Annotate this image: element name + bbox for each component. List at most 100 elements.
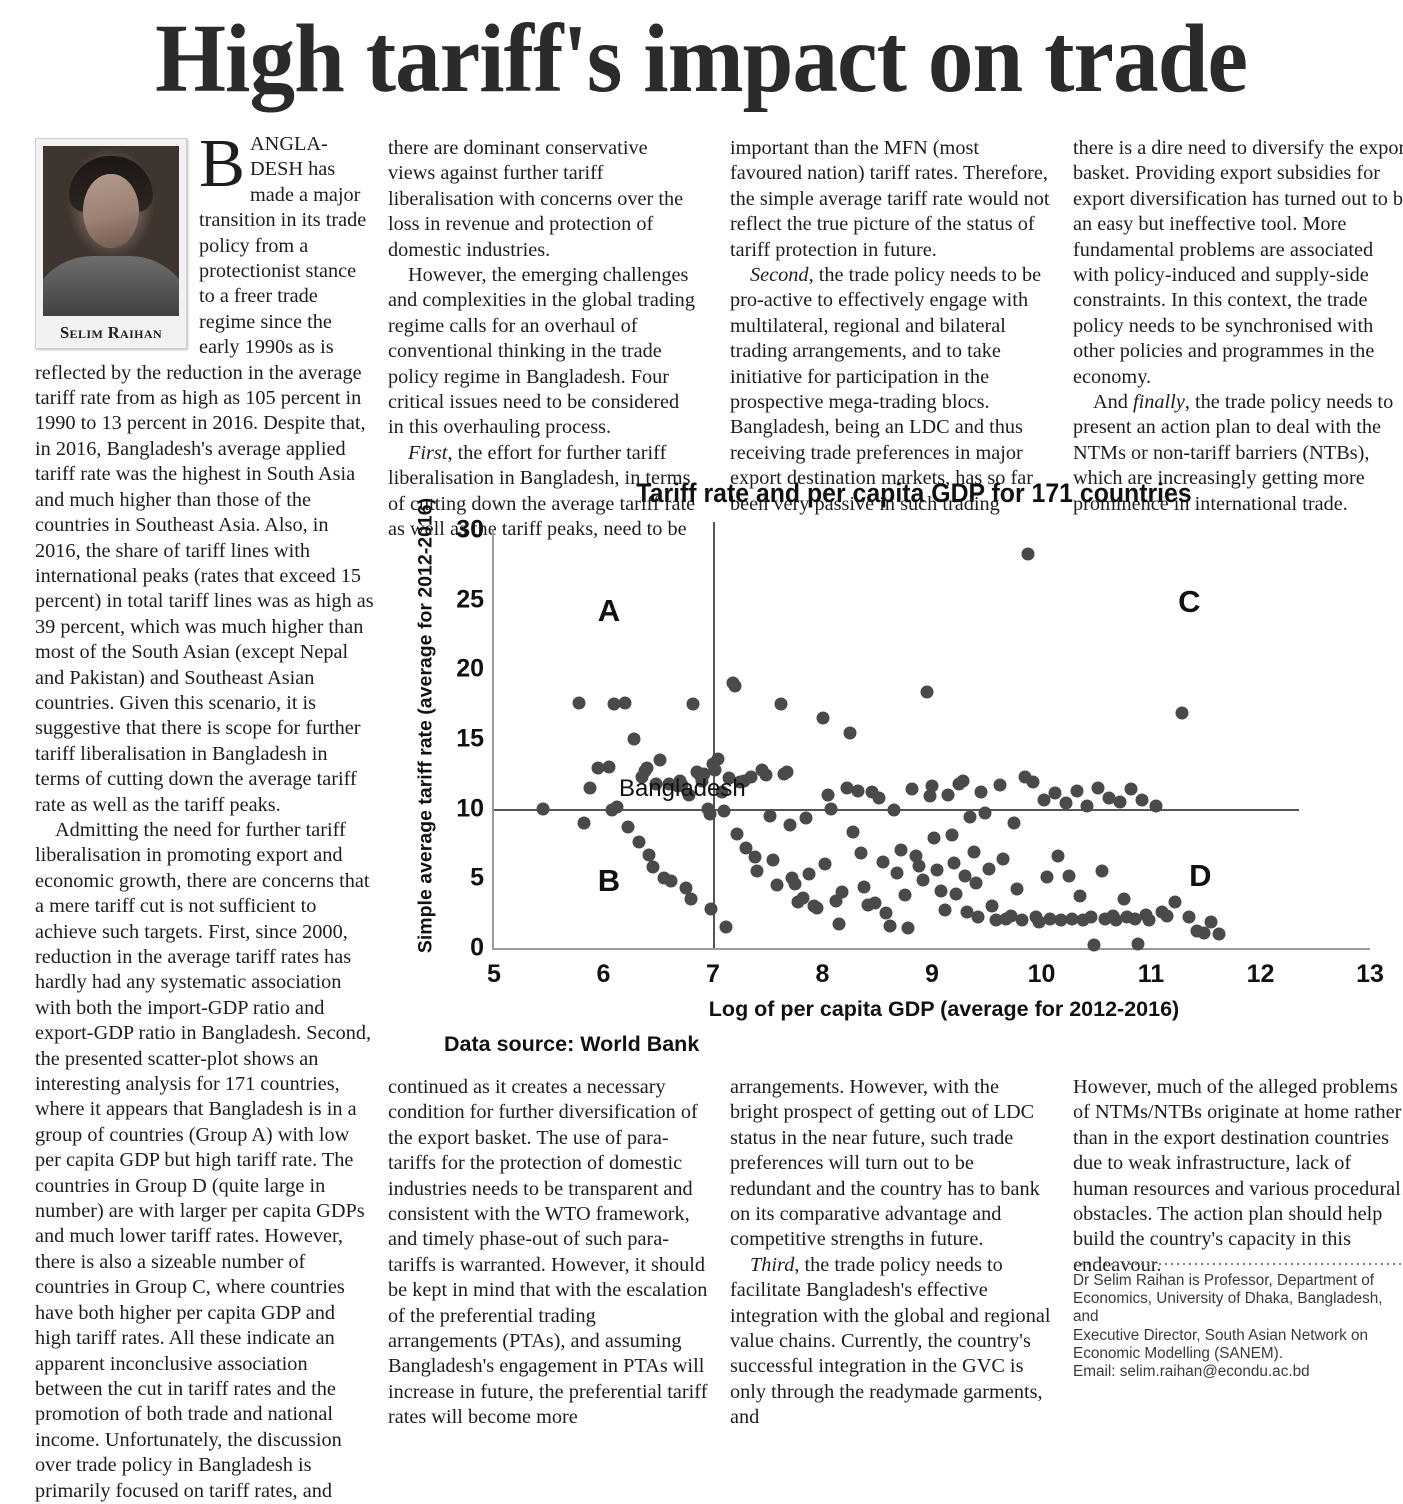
chart-data-point — [854, 846, 868, 860]
chart-data-point — [1135, 793, 1149, 807]
chart-data-point — [1117, 892, 1131, 906]
chart-data-point — [985, 899, 999, 913]
chart-data-point — [572, 696, 586, 710]
chart-data-point — [607, 697, 621, 711]
chart-data-point — [1204, 915, 1218, 929]
chart-data-point — [890, 866, 904, 880]
chart-plot-area: 0 5 10 15 20 25 30 5 6 7 8 9 10 11 12 13 A B C D Bangladesh — [456, 516, 1384, 989]
chart-quadrant-label-d: D — [1189, 857, 1212, 893]
bcol3-paragraph-2: Third, the trade policy needs to facilit… — [730, 1253, 1052, 1431]
chart-data-point — [898, 888, 912, 902]
chart-data-point — [949, 887, 963, 901]
chart-data-point — [1070, 784, 1084, 798]
chart-data-point — [788, 877, 802, 891]
chart-data-point — [1054, 913, 1068, 927]
col1-paragraph-2: Admitting the need for further tariff li… — [35, 818, 372, 1502]
chart-data-point — [684, 892, 698, 906]
chart-data-point — [708, 763, 722, 777]
chart-x-axis-label: Log of per capita GDP (average for 2012-… — [708, 997, 1180, 1021]
chart-data-point — [799, 811, 813, 825]
chart-data-point — [728, 679, 742, 693]
chart-data-point — [930, 863, 944, 877]
chart-x-tick: 8 — [815, 960, 830, 988]
chart-data-point — [872, 791, 886, 805]
chart-data-point — [978, 806, 992, 820]
article-bottom-column-3: arrangements. However, with the bright p… — [730, 1075, 1052, 1431]
chart-data-point — [618, 696, 632, 710]
chart-data-point — [1182, 910, 1196, 924]
bio-line-3: Executive Director, South Asian Network … — [1073, 1326, 1369, 1344]
chart-data-point — [934, 884, 948, 898]
article-headline: High tariff's impact on trade — [0, 0, 1403, 118]
author-bio: Dr Selim Raihan is Professor, Department… — [1073, 1272, 1403, 1381]
avatar-shirt — [97, 276, 125, 316]
chart-data-point — [1026, 775, 1040, 789]
chart-data-point — [766, 853, 780, 867]
col4-para2-emphasis: finally — [1133, 391, 1185, 414]
chart-y-tick: 25 — [456, 585, 484, 614]
bio-line-4: Economic Modelling (SANEM). — [1073, 1344, 1283, 1362]
chart-data-point — [835, 885, 849, 899]
chart-data-point — [646, 860, 660, 874]
chart-y-tick: 10 — [456, 794, 484, 823]
chart-data-point — [744, 770, 758, 784]
chart-data-point — [679, 881, 693, 895]
chart-data-point — [1142, 913, 1156, 927]
chart-data-point — [832, 917, 846, 931]
chart-data-point — [916, 873, 930, 887]
bio-email: Email: selim.raihan@econdu.ac.bd — [1073, 1363, 1310, 1381]
chart-data-point — [719, 920, 733, 934]
chart-data-point — [868, 896, 882, 910]
chart-data-point — [697, 767, 711, 781]
chart-data-point — [1131, 937, 1145, 951]
bio-line-1: Dr Selim Raihan is Professor, Department… — [1073, 1272, 1374, 1289]
chart-data-point — [1073, 889, 1087, 903]
chart-data-point — [711, 752, 725, 765]
author-photo-frame: Selim Raihan — [35, 138, 187, 349]
chart-data-point — [969, 876, 983, 889]
article-column-1: Selim Raihan B ANGLA-DESH has made a majo… — [35, 129, 374, 1504]
chart-data-point — [941, 788, 955, 802]
chart-data-point — [627, 732, 641, 746]
chart-data-point — [901, 921, 915, 935]
chart-data-point — [686, 697, 700, 711]
chart-data-point — [1149, 799, 1163, 813]
chart-data-point — [649, 777, 663, 791]
col3-para2-emphasis: Second — [750, 264, 809, 287]
col4-para2-prefix: And — [1093, 391, 1133, 414]
chart-data-point — [1212, 927, 1226, 941]
chart-data-point — [846, 825, 860, 839]
chart-data-point — [653, 753, 667, 767]
chart-data-point — [857, 880, 871, 894]
bcol3-para2-text: , the trade policy needs to facilitate B… — [730, 1253, 1051, 1429]
chart-data-point — [840, 781, 854, 795]
chart-data-point — [879, 906, 893, 920]
article-column-2: there are dominant conservative views ag… — [388, 136, 698, 543]
chart-data-point — [923, 789, 937, 803]
chart-data-point — [774, 697, 788, 711]
article-column-3: important than the MFN (most favoured na… — [730, 136, 1050, 517]
chart-data-point — [759, 768, 773, 782]
col1-lead-text: ANGLA-DESH has made a major transition i… — [35, 133, 374, 816]
scatter-chart: Tariff rate and per capita GDP for 171 c… — [404, 470, 1403, 1070]
chart-data-point — [1010, 882, 1024, 896]
chart-reference-line-vertical — [713, 521, 715, 948]
chart-data-point — [602, 760, 616, 774]
chart-x-tick: 10 — [1027, 960, 1056, 988]
chart-data-point — [925, 779, 939, 793]
chart-data-point — [1091, 781, 1105, 795]
chart-data-point — [816, 711, 829, 725]
chart-data-point — [1065, 912, 1079, 926]
chart-data-point — [577, 816, 591, 830]
chart-data-point — [730, 827, 744, 841]
chart-data-point — [876, 855, 890, 869]
chart-data-point — [1128, 912, 1142, 926]
chart-y-axis-label: Simple average tariff rate (average for … — [414, 497, 437, 954]
chart-data-point — [763, 809, 777, 823]
bcol2-paragraph-1: continued as it creates a necessary cond… — [388, 1076, 708, 1429]
chart-data-point — [1015, 913, 1029, 927]
chart-data-point — [770, 878, 783, 892]
chart-data-point — [963, 810, 977, 824]
chart-data-point — [1102, 791, 1116, 805]
chart-data-point — [796, 891, 810, 905]
